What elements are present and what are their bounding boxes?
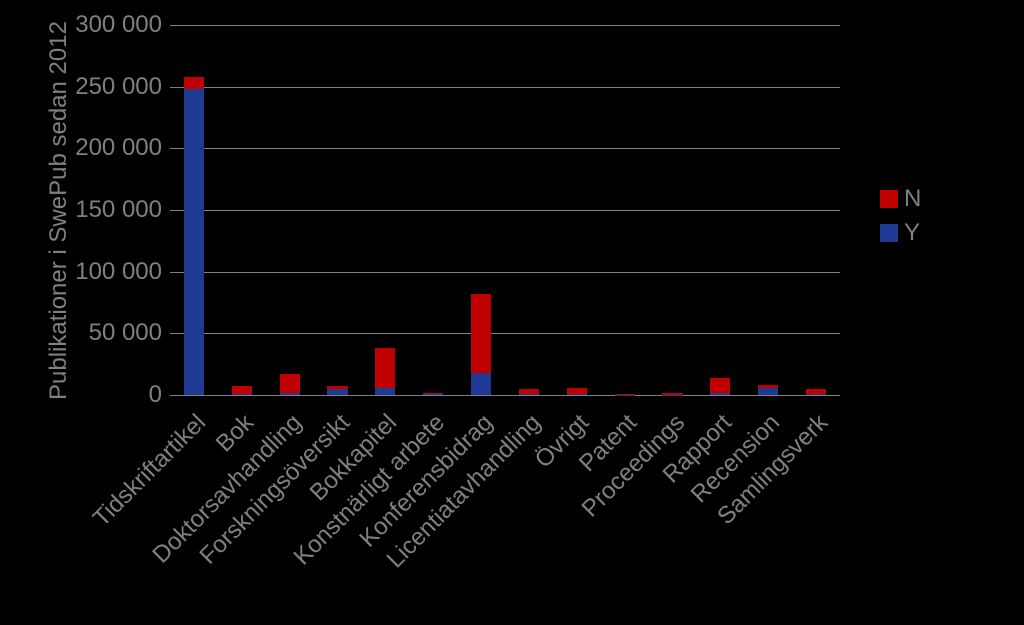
bar-segment-n bbox=[471, 294, 491, 373]
y-tick-label: 50 000 bbox=[89, 319, 162, 347]
bar-segment-n bbox=[806, 389, 826, 394]
y-axis-title: Publikationer i SwePub sedan 2012 bbox=[45, 21, 73, 400]
bar-segment-y bbox=[519, 394, 539, 395]
bar-group bbox=[184, 25, 204, 395]
bar-segment-n bbox=[327, 386, 347, 388]
legend: NY bbox=[880, 185, 921, 253]
y-tick-label: 100 000 bbox=[75, 258, 162, 286]
bar-segment-y bbox=[567, 394, 587, 395]
chart-root: Publikationer i SwePub sedan 2012 050 00… bbox=[0, 0, 1024, 625]
legend-swatch bbox=[880, 224, 898, 242]
legend-item-n: N bbox=[880, 185, 921, 213]
bar-segment-y bbox=[471, 373, 491, 395]
bar-group bbox=[662, 25, 682, 395]
bar-group bbox=[375, 25, 395, 395]
gridline bbox=[170, 25, 840, 26]
y-tick-label: 200 000 bbox=[75, 134, 162, 162]
y-tick-label: 0 bbox=[149, 381, 162, 409]
bar-group bbox=[280, 25, 300, 395]
bar-segment-n bbox=[662, 393, 682, 395]
bar-segment-y bbox=[806, 394, 826, 395]
bar-segment-n bbox=[710, 378, 730, 393]
bar-segment-n bbox=[519, 389, 539, 394]
bar-segment-y bbox=[375, 388, 395, 395]
gridline bbox=[170, 272, 840, 273]
bar-segment-n bbox=[184, 77, 204, 89]
bar-group bbox=[806, 25, 826, 395]
gridline bbox=[170, 333, 840, 334]
bar-segment-n bbox=[423, 393, 443, 395]
bar-segment-y bbox=[280, 393, 300, 395]
y-tick-label: 300 000 bbox=[75, 11, 162, 39]
legend-label: Y bbox=[904, 219, 920, 247]
bar-segment-y bbox=[710, 393, 730, 395]
bar-group bbox=[758, 25, 778, 395]
bar-segment-y bbox=[327, 389, 347, 395]
bar-group bbox=[519, 25, 539, 395]
bar-segment-n bbox=[567, 388, 587, 394]
y-tick-label: 250 000 bbox=[75, 73, 162, 101]
bar-segment-y bbox=[423, 394, 443, 395]
bar-group bbox=[615, 25, 635, 395]
bar-group bbox=[232, 25, 252, 395]
gridline bbox=[170, 87, 840, 88]
gridline bbox=[170, 395, 840, 396]
bar-segment-n bbox=[758, 385, 778, 387]
legend-label: N bbox=[904, 185, 921, 213]
bar-group bbox=[423, 25, 443, 395]
bar-group bbox=[710, 25, 730, 395]
legend-swatch bbox=[880, 190, 898, 208]
bar-segment-n bbox=[280, 374, 300, 393]
gridline bbox=[170, 148, 840, 149]
bar-segment-n bbox=[375, 348, 395, 387]
bar-segment-y bbox=[758, 388, 778, 395]
legend-item-y: Y bbox=[880, 219, 921, 247]
bar-segment-y bbox=[184, 89, 204, 395]
bar-group bbox=[567, 25, 587, 395]
bar-group bbox=[327, 25, 347, 395]
bar-group bbox=[471, 25, 491, 395]
bar-segment-y bbox=[232, 394, 252, 395]
plot-area: 050 000100 000150 000200 000250 000300 0… bbox=[170, 25, 840, 395]
bar-segment-n bbox=[232, 386, 252, 393]
gridline bbox=[170, 210, 840, 211]
y-tick-label: 150 000 bbox=[75, 196, 162, 224]
